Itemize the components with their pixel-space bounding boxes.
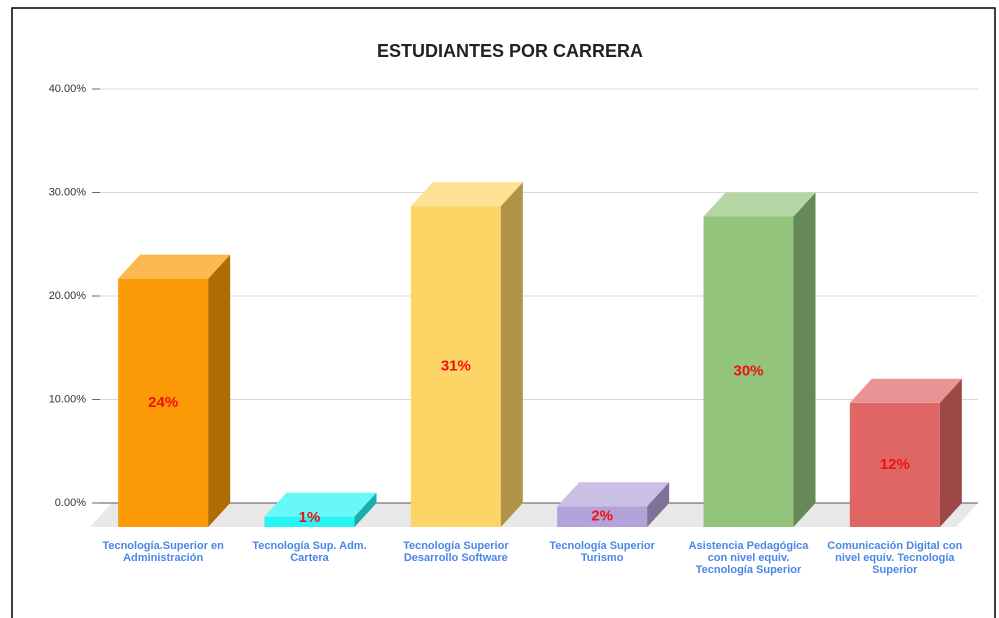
bar-front bbox=[849, 402, 940, 527]
data-label: 30% bbox=[733, 363, 763, 380]
bar-top bbox=[849, 378, 962, 403]
x-tick-label: Tecnología Superior Turismo bbox=[549, 540, 655, 564]
bar-front bbox=[410, 206, 501, 527]
bar-front bbox=[557, 506, 648, 527]
data-label: 24% bbox=[148, 394, 178, 411]
x-tick-label: Asistencia Pedagógica con nivel equiv. T… bbox=[688, 540, 809, 576]
data-label: 1% bbox=[299, 509, 321, 526]
y-tick-label: 40.00% bbox=[49, 83, 87, 95]
bar-side bbox=[939, 378, 962, 527]
frame bbox=[11, 7, 996, 618]
chart-title: ESTUDIANTES POR CARRERA bbox=[377, 41, 643, 61]
bar-side bbox=[354, 492, 377, 527]
bar-front bbox=[118, 278, 209, 527]
bar-front bbox=[703, 216, 794, 527]
bar-side bbox=[647, 482, 670, 527]
x-tick-label: Tecnología.Superior en Administración bbox=[102, 540, 224, 564]
x-tick-label: Tecnología Superior Desarrollo Software bbox=[403, 540, 509, 564]
bar-top bbox=[118, 254, 231, 279]
bar-top bbox=[557, 482, 670, 507]
y-tick-label: 0.00% bbox=[55, 497, 86, 509]
y-tick-label: 20.00% bbox=[49, 290, 87, 302]
y-tick-label: 10.00% bbox=[49, 393, 87, 405]
x-tick-label: Tecnología Sup. Adm. Cartera bbox=[252, 540, 367, 564]
bar-side bbox=[500, 182, 523, 527]
bar-top bbox=[703, 192, 816, 217]
bar-side bbox=[208, 254, 231, 527]
x-tick-label: Comunicación Digital con nivel equiv. Te… bbox=[827, 540, 963, 576]
bar-top bbox=[410, 182, 523, 207]
bar-front bbox=[264, 516, 355, 527]
data-label: 2% bbox=[591, 508, 613, 525]
bar-side bbox=[793, 192, 816, 527]
y-tick-label: 30.00% bbox=[49, 186, 87, 198]
data-label: 12% bbox=[880, 456, 910, 473]
data-label: 31% bbox=[441, 358, 471, 375]
bar-top bbox=[264, 492, 377, 517]
